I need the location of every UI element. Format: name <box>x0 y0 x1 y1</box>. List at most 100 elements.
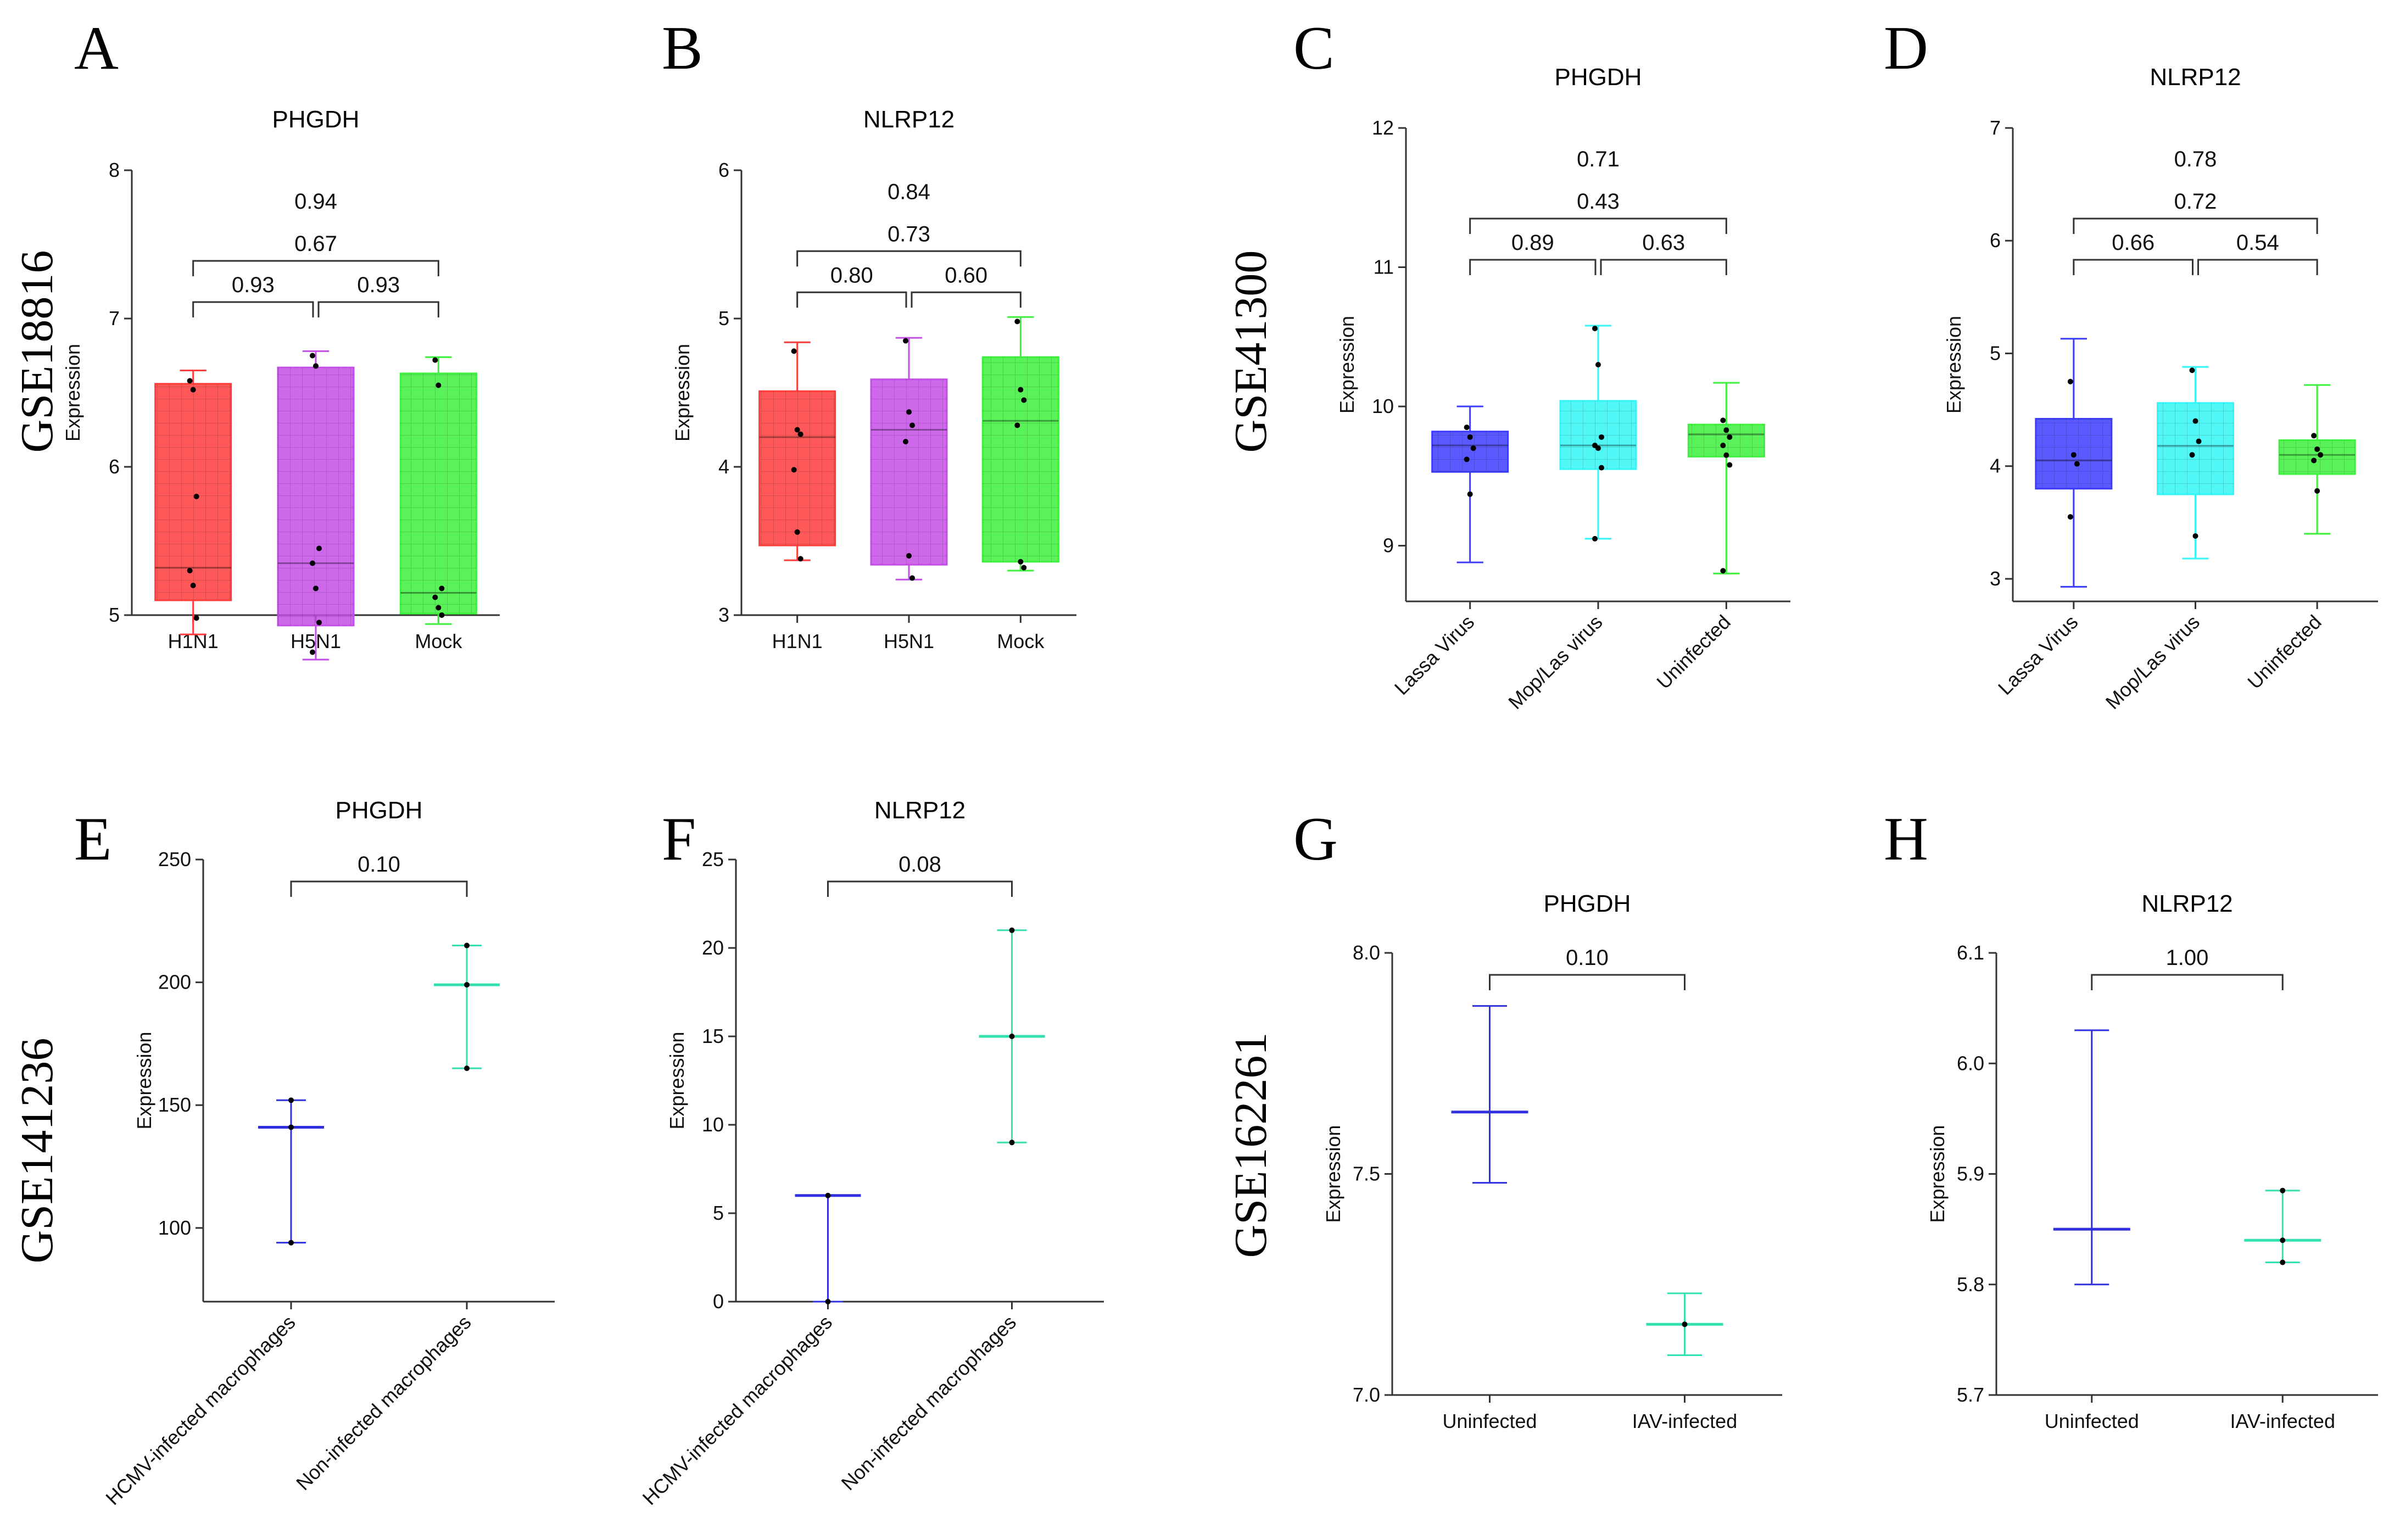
data-point <box>439 585 445 592</box>
chart-c: PHGDH 9 10 11 12 Expression Lassa Virus Mop/Las… <box>1336 64 1790 713</box>
significance-bracket <box>192 301 314 317</box>
data-point <box>909 422 915 428</box>
p-value-label: 1.00 <box>2166 946 2209 970</box>
box-grid-texture <box>400 373 477 614</box>
data-point <box>2314 488 2320 494</box>
data-point <box>2318 452 2324 458</box>
y-tick-label: 8 <box>109 159 120 181</box>
x-tick-label: Uninfected <box>2045 1410 2139 1432</box>
p-value-label: 0.93 <box>232 273 275 297</box>
data-point <box>1021 397 1027 403</box>
panel-letter-h: H <box>1884 805 1928 873</box>
y-tick-label: 4 <box>1990 455 2001 477</box>
y-axis-title: Expression <box>671 344 694 442</box>
chart-b: NLRP12 3 4 5 6 Expression H1N1 H5N1 Mock 0.80 0.60… <box>671 106 1076 652</box>
x-tick-label: HCMV-infected macrophages <box>638 1311 836 1509</box>
errorbar-2 <box>2244 1190 2321 1263</box>
data-point <box>436 382 442 388</box>
errorbar-1 <box>1451 1005 1528 1184</box>
data-point <box>1467 434 1473 440</box>
significance-bracket <box>2197 259 2318 275</box>
data-point <box>1720 443 1726 449</box>
p-value-label: 0.10 <box>1566 946 1609 970</box>
y-tick-label: 250 <box>158 848 191 871</box>
significance-bracket <box>1469 259 1597 275</box>
data-point <box>316 545 322 551</box>
y-tick-label: 10 <box>702 1113 724 1136</box>
box-grid-texture <box>2279 440 2356 475</box>
data-point <box>193 615 199 621</box>
data-point <box>791 467 797 473</box>
data-point <box>464 982 470 988</box>
data-point <box>1021 565 1027 571</box>
data-point <box>2189 367 2195 373</box>
data-point <box>2192 418 2198 424</box>
chart-title: PHGDH <box>1555 64 1642 91</box>
box-2 <box>1559 325 1637 540</box>
box-3 <box>2278 384 2356 535</box>
charts-layer: PHGDH 5 6 7 8 Expression H1N1 H5N1 Mock 0.93 0.93 0… <box>62 64 2378 1509</box>
y-tick-label: 15 <box>702 1025 724 1047</box>
x-tick-label: Uninfected <box>1442 1410 1537 1432</box>
y-tick-label: 5 <box>713 1202 724 1224</box>
y-tick-label: 6 <box>718 159 729 181</box>
x-tick-label: Non-infected macrophages <box>292 1311 476 1495</box>
p-value-label: 0.80 <box>830 263 873 287</box>
y-axis-title: Expression <box>666 1031 688 1129</box>
data-point <box>288 1124 294 1130</box>
data-point <box>310 649 315 655</box>
chart-title: PHGDH <box>1544 890 1631 917</box>
data-point <box>1592 535 1598 542</box>
chart-d: NLRP12 3 4 5 6 7 Expression Lassa Virus Mop/Las … <box>1943 64 2378 713</box>
x-tick-label: IAV-infected <box>2230 1410 2335 1432</box>
data-point <box>288 1097 294 1103</box>
y-tick-label: 5.7 <box>1957 1383 1984 1406</box>
data-point <box>906 553 912 559</box>
data-point <box>2074 461 2080 467</box>
y-tick-label: 3 <box>1990 567 2001 590</box>
overall-p-value: 0.84 <box>888 180 930 204</box>
y-tick-label: 7 <box>109 307 120 330</box>
chart-title: NLRP12 <box>2150 64 2241 91</box>
data-point <box>1470 445 1476 451</box>
data-point <box>1723 427 1729 433</box>
y-axis-title: Expression <box>133 1031 155 1129</box>
data-point <box>310 353 315 359</box>
box-grid-texture <box>871 379 947 565</box>
data-point <box>1014 319 1020 325</box>
y-tick-label: 100 <box>158 1217 191 1239</box>
y-tick-label: 20 <box>702 936 724 959</box>
y-tick-label: 6.1 <box>1957 941 1984 964</box>
data-point <box>190 583 196 588</box>
overall-p-value: 0.71 <box>1577 147 1620 171</box>
data-point <box>1009 1140 1015 1146</box>
chart-title: NLRP12 <box>863 106 955 133</box>
p-value-label: 0.67 <box>294 232 337 256</box>
y-tick-label: 5 <box>718 307 729 330</box>
data-point <box>313 585 319 592</box>
y-tick-label: 5.8 <box>1957 1273 1984 1296</box>
data-point <box>903 439 908 445</box>
box-grid-texture <box>759 391 835 546</box>
data-point <box>1009 927 1015 933</box>
significance-bracket <box>796 291 907 308</box>
y-axis-title: Expression <box>62 344 84 442</box>
y-tick-label: 5.9 <box>1957 1163 1984 1185</box>
x-tick-label: Uninfected <box>1652 611 1735 694</box>
box-grid-texture <box>278 367 354 626</box>
chart-title: PHGDH <box>336 797 423 824</box>
box-3 <box>399 356 477 625</box>
box-1 <box>2035 338 2113 588</box>
data-point <box>2067 378 2073 384</box>
p-value-label: 0.08 <box>898 852 941 877</box>
p-value-label: 0.60 <box>945 263 987 287</box>
significance-bracket <box>192 260 439 276</box>
y-tick-label: 200 <box>158 971 191 994</box>
y-tick-label: 25 <box>702 848 724 871</box>
data-point <box>2311 457 2317 464</box>
data-point <box>1018 387 1024 393</box>
x-tick-label: Uninfected <box>2243 611 2326 694</box>
errorbar-1 <box>258 1099 324 1244</box>
